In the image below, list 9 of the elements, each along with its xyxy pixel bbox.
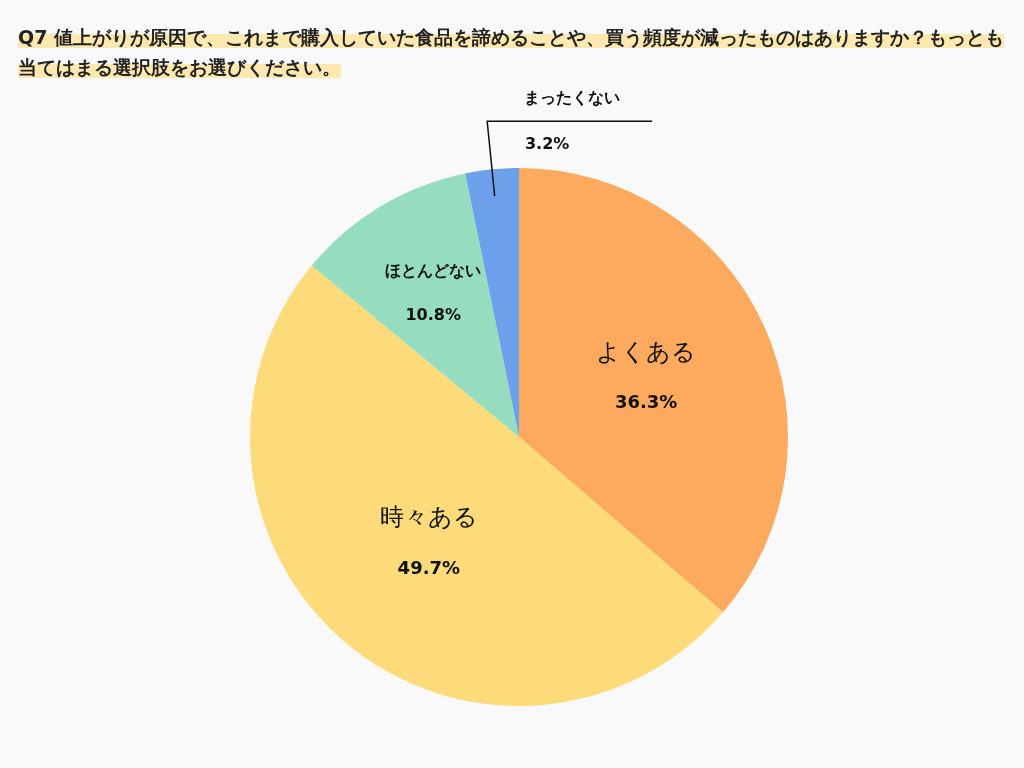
slice-label: 時々ある [379, 503, 478, 532]
slice-label: ほとんどない [385, 261, 482, 281]
data-label: 36.3% [614, 391, 678, 413]
slice-label: よくある [596, 337, 697, 366]
data-label: 10.8% [405, 305, 461, 325]
data-label: 49.7% [397, 556, 461, 578]
data-label: 3.2% [524, 134, 570, 154]
slice-label: まったくない [524, 88, 621, 108]
chart-title: Q7 値上がりが原因で、これまで購入していた食品を諦めることや、買う頻度が減ったものはありますか？もっとも当てはまる選択肢をお選びください。 [18, 26, 1004, 78]
